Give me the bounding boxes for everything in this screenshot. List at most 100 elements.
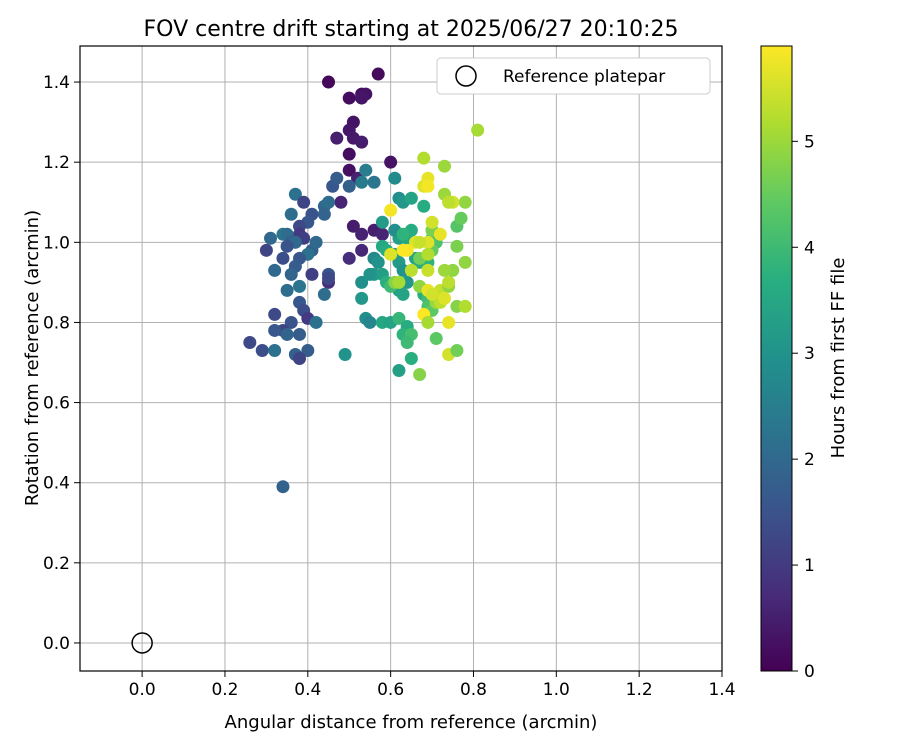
y-tick-label: 0.6: [43, 394, 70, 414]
data-point: [330, 131, 344, 145]
data-point: [404, 352, 418, 365]
data-point: [363, 267, 377, 281]
data-point: [305, 267, 319, 281]
data-point: [392, 275, 406, 289]
data-point: [309, 235, 323, 249]
y-tick-label: 0.0: [43, 634, 70, 654]
data-point: [429, 331, 443, 345]
colorbar-label: Hours from first FF file: [828, 258, 849, 459]
legend-reference-marker: [455, 65, 477, 87]
data-point: [276, 480, 290, 494]
data-point: [371, 67, 385, 81]
data-point: [471, 123, 485, 137]
data-point: [375, 227, 389, 241]
data-point: [280, 327, 294, 341]
data-point: [355, 91, 369, 105]
data-point: [425, 215, 439, 229]
data-point: [301, 343, 315, 357]
data-point: [371, 255, 385, 269]
data-point: [421, 179, 435, 193]
x-tick-label: 1.4: [708, 680, 735, 700]
colorbar-tick-label: 1: [804, 556, 815, 576]
data-point: [280, 239, 294, 253]
data-point: [359, 163, 373, 177]
data-point: [417, 151, 431, 165]
data-point: [280, 283, 294, 297]
data-point: [355, 243, 369, 257]
data-point: [293, 279, 307, 293]
data-point: [388, 171, 402, 185]
data-point: [317, 207, 331, 221]
data-point: [268, 323, 282, 337]
x-tick-label: 0.4: [294, 680, 321, 700]
data-point: [417, 199, 431, 213]
y-tick-label: 1.4: [43, 73, 70, 93]
data-point: [442, 315, 456, 329]
data-point: [346, 219, 360, 233]
legend-label: Reference platepar: [503, 67, 665, 87]
data-point: [243, 335, 257, 349]
data-point: [437, 263, 451, 277]
data-point: [421, 247, 435, 261]
colorbar-tick-label: 5: [804, 132, 815, 152]
data-point: [458, 255, 472, 269]
colorbar: [760, 45, 793, 672]
data-point: [342, 147, 356, 161]
data-point: [355, 291, 369, 305]
y-tick-label: 0.8: [43, 313, 70, 333]
data-point: [450, 239, 464, 253]
data-point: [322, 195, 336, 209]
data-point: [392, 364, 406, 378]
data-point: [342, 251, 356, 265]
data-point: [293, 327, 307, 341]
data-point: [284, 267, 298, 281]
data-point: [384, 155, 398, 169]
y-tick-label: 1.0: [43, 233, 70, 253]
data-point: [355, 227, 369, 241]
data-point: [458, 195, 472, 209]
x-tick-label: 0.8: [460, 680, 487, 700]
data-point: [433, 227, 447, 241]
y-axis-label: Rotation from reference (arcmin): [22, 210, 43, 506]
data-point: [404, 263, 418, 277]
data-point: [334, 195, 348, 209]
reference-marker-layer: [131, 632, 153, 654]
data-point: [322, 75, 336, 89]
data-point: [454, 211, 468, 225]
reference-platepar-marker: [131, 632, 153, 654]
data-point: [384, 203, 398, 217]
data-point: [255, 343, 269, 357]
x-tick-label: 0.0: [129, 680, 156, 700]
data-point: [442, 195, 456, 209]
data-point: [400, 335, 414, 349]
data-point: [297, 195, 311, 209]
data-point: [421, 315, 435, 329]
legend-box: [436, 57, 711, 95]
data-point: [317, 287, 331, 301]
x-tick-label: 0.6: [377, 680, 404, 700]
grid: [80, 46, 723, 671]
data-point: [396, 227, 410, 241]
data-point: [355, 175, 369, 189]
data-point: [375, 215, 389, 229]
data-point: [268, 343, 282, 357]
data-point: [355, 275, 369, 289]
data-points: [243, 67, 485, 494]
y-ticks: 0.0 0.2 0.4 0.6 0.8 1.0 1.2 1.4: [43, 73, 80, 654]
data-point: [442, 275, 456, 289]
chart-title: FOV centre drift starting at 2025/06/27 …: [144, 17, 679, 42]
data-point: [396, 243, 410, 257]
legend: Reference platepar: [436, 57, 711, 95]
data-point: [268, 307, 282, 321]
data-point: [284, 315, 298, 329]
data-point: [437, 291, 451, 305]
x-tick-label: 0.2: [211, 680, 238, 700]
data-point: [284, 207, 298, 221]
data-point: [392, 311, 406, 325]
data-point: [396, 287, 410, 301]
colorbar-tick-label: 4: [804, 238, 815, 258]
data-point: [259, 243, 273, 257]
data-point: [367, 175, 381, 189]
data-point: [450, 343, 464, 357]
